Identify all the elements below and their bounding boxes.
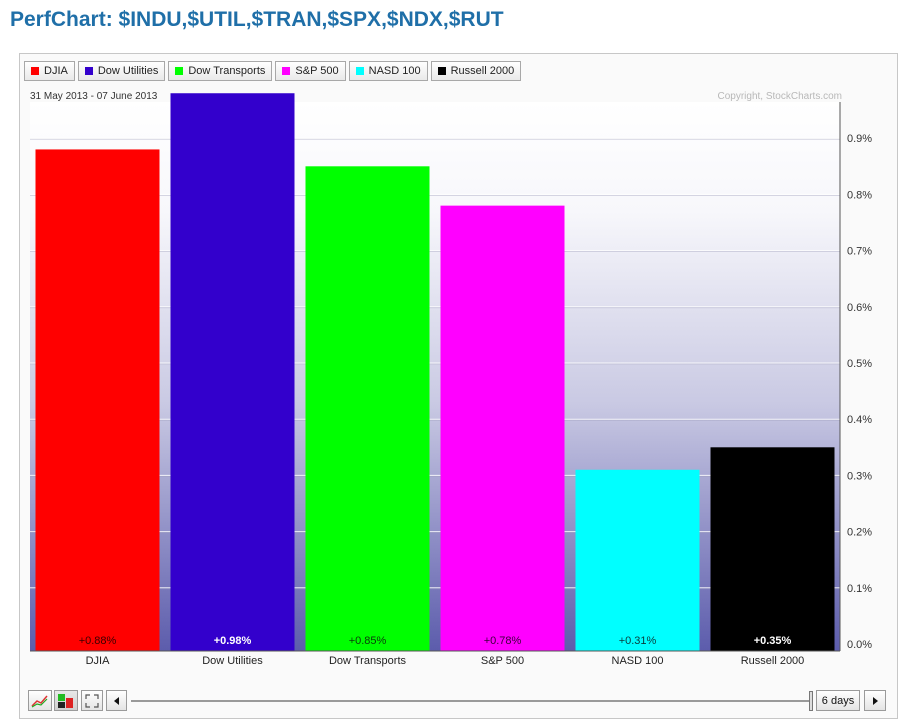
legend-item[interactable]: Dow Transports <box>168 61 273 81</box>
legend-swatch <box>437 67 446 75</box>
legend-label: NASD 100 <box>368 65 421 77</box>
right-arrow-icon <box>873 696 878 705</box>
bar[interactable] <box>440 205 565 651</box>
legend-item[interactable]: DJIA <box>24 61 75 81</box>
bar[interactable] <box>170 93 295 652</box>
legend-swatch <box>84 67 93 75</box>
bar-value-label: +0.78% <box>484 635 522 647</box>
histogram-button[interactable] <box>54 690 78 711</box>
bar-value-label: +0.88% <box>79 635 117 647</box>
y-tick-label: 0.1% <box>847 583 872 595</box>
y-tick-label: 0.7% <box>847 246 872 258</box>
plot-background <box>30 102 840 651</box>
copyright-text: Copyright, StockCharts.com <box>718 91 843 102</box>
period-button[interactable]: 6 days <box>816 690 860 711</box>
left-arrow-icon <box>113 696 119 705</box>
legend-label: S&P 500 <box>295 65 339 77</box>
labels: 0.0% 0.1% 0.2% 0.3% 0.4% 0.5% 0.6% 0.7% 0.8% 0.9%… <box>79 133 873 667</box>
page-title: PerfChart: $INDU,$UTIL,$TRAN,$SPX,$NDX,$… <box>10 8 504 31</box>
date-slider-track[interactable] <box>131 700 809 702</box>
next-button[interactable] <box>864 690 886 711</box>
legend-swatch <box>31 67 39 75</box>
bar-value-label: +0.98% <box>214 635 252 647</box>
bar[interactable] <box>35 149 160 651</box>
legend-label: Dow Transports <box>188 65 266 77</box>
line-chart-icon <box>31 695 48 708</box>
x-tick-label: Dow Transports <box>329 655 407 667</box>
legend: DJIA Dow Utilities Dow Transports S&P 500 NA… <box>24 61 522 83</box>
legend-item[interactable]: Russell 2000 <box>430 61 522 81</box>
chart-controls: 6 days <box>28 690 890 712</box>
x-tick-label: Russell 2000 <box>741 655 805 667</box>
legend-item[interactable]: S&P 500 <box>275 61 346 81</box>
legend-swatch <box>175 67 184 75</box>
y-tick-label: 0.6% <box>847 302 872 314</box>
y-tick-label: 0.3% <box>847 470 872 482</box>
line-chart-button[interactable] <box>28 690 52 711</box>
prev-button[interactable] <box>106 690 127 711</box>
y-tick-label: 0.2% <box>847 527 872 539</box>
y-tick-label: 0.5% <box>847 358 872 370</box>
y-tick-label: 0.0% <box>847 639 872 651</box>
date-range: 31 May 2013 - 07 June 2013 <box>30 91 158 102</box>
legend-swatch <box>282 67 291 75</box>
bar[interactable] <box>710 447 835 651</box>
legend-item[interactable]: NASD 100 <box>348 61 428 81</box>
legend-label: DJIA <box>44 65 68 77</box>
grid <box>30 137 840 590</box>
bar-value-label: +0.31% <box>619 635 657 647</box>
bars <box>35 93 835 652</box>
x-tick-label: Dow Utilities <box>202 655 263 667</box>
bar-value-label: +0.85% <box>349 635 387 647</box>
legend-label: Russell 2000 <box>450 65 515 77</box>
x-tick-label: DJIA <box>86 655 111 667</box>
date-slider-handle[interactable] <box>809 691 813 711</box>
histogram-icon <box>58 693 73 708</box>
y-tick-label: 0.8% <box>847 189 872 201</box>
fullscreen-button[interactable] <box>81 690 103 711</box>
x-tick-label: S&P 500 <box>481 655 524 667</box>
bar[interactable] <box>575 469 700 651</box>
bar[interactable] <box>305 166 430 652</box>
y-tick-label: 0.4% <box>847 414 872 426</box>
fullscreen-icon <box>85 693 99 708</box>
bar-value-label: +0.35% <box>754 635 792 647</box>
legend-swatch <box>355 67 364 75</box>
x-tick-label: NASD 100 <box>612 655 664 667</box>
legend-label: Dow Utilities <box>97 65 159 77</box>
legend-item[interactable]: Dow Utilities <box>77 61 166 81</box>
y-tick-label: 0.9% <box>847 133 872 145</box>
